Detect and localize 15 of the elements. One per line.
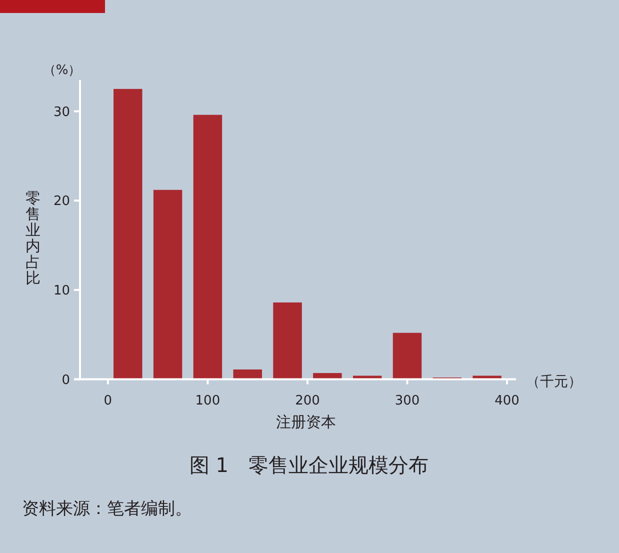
x-tick-label: 400 bbox=[494, 393, 520, 408]
x-axis-title: 注册资本 bbox=[276, 413, 336, 431]
x-tick-label: 200 bbox=[295, 393, 320, 408]
text: 资料来源：笔者编制。 bbox=[22, 499, 192, 519]
text: （千元） bbox=[526, 374, 582, 390]
text: 图 1 零售业企业规模分布 bbox=[189, 453, 429, 477]
y-tick-label: 10 bbox=[53, 283, 70, 298]
x-tick-label: 0 bbox=[104, 393, 112, 408]
text: （%） bbox=[42, 63, 82, 78]
x-tick-label: 100 bbox=[195, 393, 220, 408]
y-tick-label: 30 bbox=[53, 104, 70, 120]
y-tick-label: 20 bbox=[53, 194, 70, 210]
x-tick-label: 300 bbox=[394, 393, 420, 408]
y-axis-title: 零售业内占比 bbox=[26, 189, 40, 287]
y-tick-label: 0 bbox=[62, 372, 70, 388]
